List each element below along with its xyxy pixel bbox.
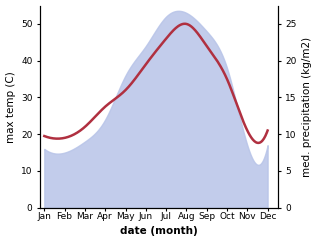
Y-axis label: max temp (C): max temp (C) (5, 71, 16, 143)
X-axis label: date (month): date (month) (120, 227, 198, 236)
Y-axis label: med. precipitation (kg/m2): med. precipitation (kg/m2) (302, 37, 313, 177)
